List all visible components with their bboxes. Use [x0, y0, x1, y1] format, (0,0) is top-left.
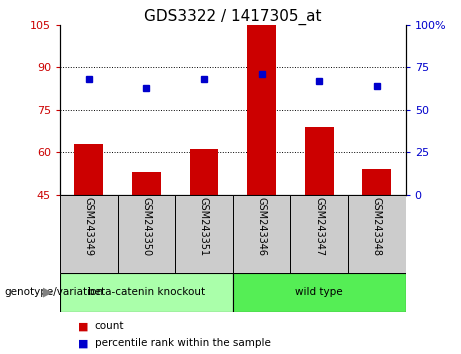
- Bar: [189, 149, 219, 195]
- Title: GDS3322 / 1417305_at: GDS3322 / 1417305_at: [144, 8, 322, 25]
- Text: GSM243346: GSM243346: [257, 197, 266, 256]
- Text: GSM243349: GSM243349: [84, 197, 94, 256]
- Bar: [247, 25, 276, 195]
- Text: ▶: ▶: [43, 286, 53, 298]
- Bar: [233, 195, 290, 273]
- Bar: [362, 169, 391, 195]
- Bar: [60, 195, 118, 273]
- Bar: [74, 144, 103, 195]
- Text: GSM243347: GSM243347: [314, 197, 324, 256]
- Text: beta-catenin knockout: beta-catenin knockout: [88, 287, 205, 297]
- Bar: [305, 127, 334, 195]
- Text: ■: ■: [78, 338, 89, 348]
- Bar: [175, 195, 233, 273]
- Bar: [290, 195, 348, 273]
- Text: wild type: wild type: [296, 287, 343, 297]
- Text: GSM243350: GSM243350: [142, 197, 151, 256]
- Text: ■: ■: [78, 321, 89, 331]
- Bar: [60, 273, 233, 312]
- Text: count: count: [95, 321, 124, 331]
- Text: GSM243351: GSM243351: [199, 197, 209, 256]
- Bar: [233, 273, 406, 312]
- Bar: [132, 172, 161, 195]
- Bar: [348, 195, 406, 273]
- Text: genotype/variation: genotype/variation: [5, 287, 104, 297]
- Text: percentile rank within the sample: percentile rank within the sample: [95, 338, 271, 348]
- Text: GSM243348: GSM243348: [372, 197, 382, 256]
- Bar: [118, 195, 175, 273]
